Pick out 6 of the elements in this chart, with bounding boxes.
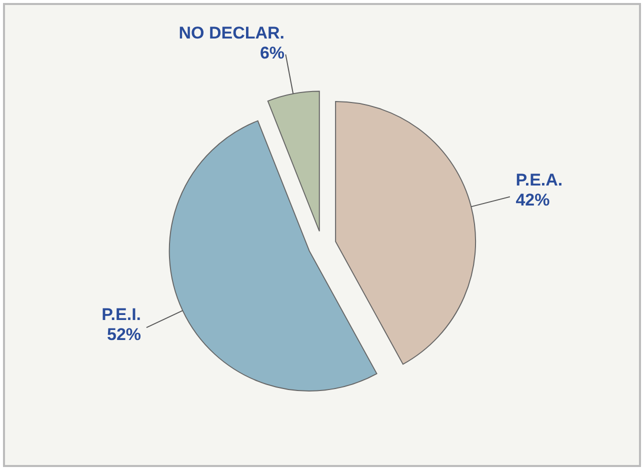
slice-label: NO DECLAR.	[178, 24, 285, 43]
data-label: 42%	[516, 190, 550, 210]
slice-label: P.E.I.	[102, 305, 142, 324]
slice-label: P.E.A.	[516, 170, 563, 190]
data-label: 6%	[260, 44, 285, 63]
data-label: 52%	[107, 325, 142, 344]
